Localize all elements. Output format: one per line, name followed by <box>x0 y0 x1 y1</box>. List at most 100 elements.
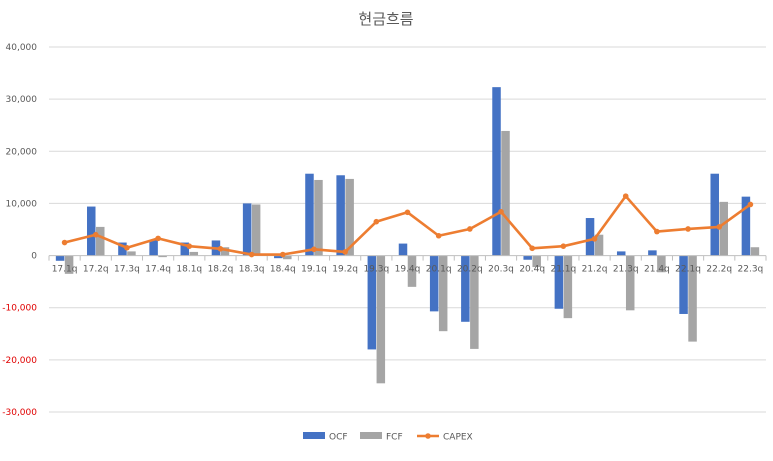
ocf-bar <box>118 242 127 256</box>
fcf-bar <box>594 234 604 256</box>
capex-point <box>248 251 255 258</box>
series-ocf <box>55 87 751 350</box>
legend-swatch <box>303 432 325 439</box>
y-tick-label: 0 <box>31 252 37 262</box>
x-tick-label: 19.1q <box>301 265 327 275</box>
capex-point <box>342 249 348 255</box>
x-tick-label: 17.2q <box>83 265 109 275</box>
fcf-bar <box>563 255 573 319</box>
x-tick-label: 17.1q <box>52 265 78 275</box>
bars <box>55 87 760 384</box>
capex-point <box>404 209 411 216</box>
legend-item-fcf: FCF <box>360 432 403 443</box>
ocf-bar <box>492 87 501 256</box>
capex-point <box>560 243 567 249</box>
ocf-bar <box>149 239 158 256</box>
ocf-bar <box>367 255 377 350</box>
x-tick-label: 18.1q <box>176 265 202 275</box>
x-tick-label: 17.3q <box>114 265 140 275</box>
capex-point <box>311 246 317 253</box>
fcf-bar <box>127 251 136 256</box>
series-fcf <box>64 130 760 384</box>
x-tick-label: 21.3q <box>613 265 639 275</box>
capex-point <box>591 236 598 242</box>
ocf-bar <box>523 255 532 260</box>
fcf-bar <box>251 204 261 256</box>
capex-point <box>654 228 660 235</box>
y-tick-label: 40,000 <box>6 43 38 53</box>
y-tick-label: 10,000 <box>6 199 38 209</box>
capex-point <box>747 201 754 208</box>
gridlines <box>49 46 766 413</box>
ocf-bar <box>616 251 626 256</box>
x-tick-label: 18.2q <box>208 265 234 275</box>
fcf-bar <box>158 255 167 258</box>
ocf-bar <box>242 203 252 256</box>
capex-point <box>622 193 629 199</box>
capex-line <box>61 193 754 258</box>
capex-point <box>467 226 473 232</box>
x-tick-label: 20.2q <box>457 265 483 275</box>
ocf-bar <box>55 255 65 261</box>
fcf-bar <box>657 255 666 273</box>
ocf-bar <box>305 173 314 256</box>
ocf-bar <box>87 206 96 256</box>
capex-point <box>186 243 193 249</box>
x-tick-label: 22.2q <box>706 265 732 275</box>
legend-swatch <box>360 432 382 439</box>
ocf-bar <box>648 250 657 256</box>
x-axis <box>48 255 767 261</box>
ocf-bar <box>274 255 283 259</box>
fcf-bar <box>438 255 448 332</box>
x-tick-label: 20.4q <box>519 265 545 275</box>
x-tick-label: 21.4q <box>644 265 670 275</box>
capex-point <box>716 224 723 230</box>
legend-item-capex: CAPEX <box>417 433 473 443</box>
ocf-bar <box>398 243 408 256</box>
fcf-bar <box>470 255 479 349</box>
fcf-bar <box>532 255 541 268</box>
x-tick-label: 20.1q <box>426 265 452 275</box>
legend-item-ocf: OCF <box>303 432 348 443</box>
legend-label: OCF <box>329 433 348 443</box>
capex-point <box>498 208 504 215</box>
legend-marker <box>425 433 431 439</box>
capex-point <box>61 239 68 246</box>
ocf-bar <box>180 242 190 256</box>
x-tick-label: 21.2q <box>582 265 608 275</box>
x-tick-label: 19.2q <box>332 265 358 275</box>
y-tick-label: -30,000 <box>2 408 37 418</box>
capex-line <box>64 194 752 256</box>
fcf-bar <box>501 130 510 256</box>
capex-point <box>124 244 130 251</box>
legend-label: FCF <box>386 433 403 443</box>
ocf-bar <box>585 218 595 256</box>
y-tick-label: 20,000 <box>6 147 38 157</box>
fcf-bar <box>750 247 760 256</box>
x-tick-label: 20.3q <box>488 265 514 275</box>
fcf-bar <box>96 226 105 256</box>
x-tick-label: 17.4q <box>145 265 171 275</box>
fcf-bar <box>625 255 635 311</box>
fcf-bar <box>688 255 697 342</box>
x-tick-label: 22.1q <box>675 265 701 275</box>
capex-point <box>280 251 286 258</box>
fcf-bar <box>719 201 728 256</box>
x-tick-label: 18.4q <box>270 265 296 275</box>
x-axis-ticks: 17.1q 17.2q 17.3q 17.4q 18.1q 18.2q 18.3q 18.4q… <box>52 265 764 275</box>
fcf-bar <box>220 247 230 256</box>
fcf-bar <box>376 255 386 384</box>
ocf-bar <box>710 173 719 256</box>
y-tick-label: -20,000 <box>2 356 37 366</box>
fcf-bar <box>64 255 74 274</box>
capex-point <box>92 231 99 238</box>
capex-point <box>373 218 380 225</box>
capex-point <box>217 245 224 252</box>
fcf-bar <box>345 178 354 256</box>
capex-point <box>685 226 691 232</box>
ocf-bar <box>429 255 439 312</box>
y-axis-ticks: 40,000 30,000 20,000 10,000 0 -10,000 -20,000 -… <box>2 43 37 418</box>
legend: OCF FCF CAPEX <box>303 432 473 443</box>
y-tick-label: -10,000 <box>2 304 37 314</box>
